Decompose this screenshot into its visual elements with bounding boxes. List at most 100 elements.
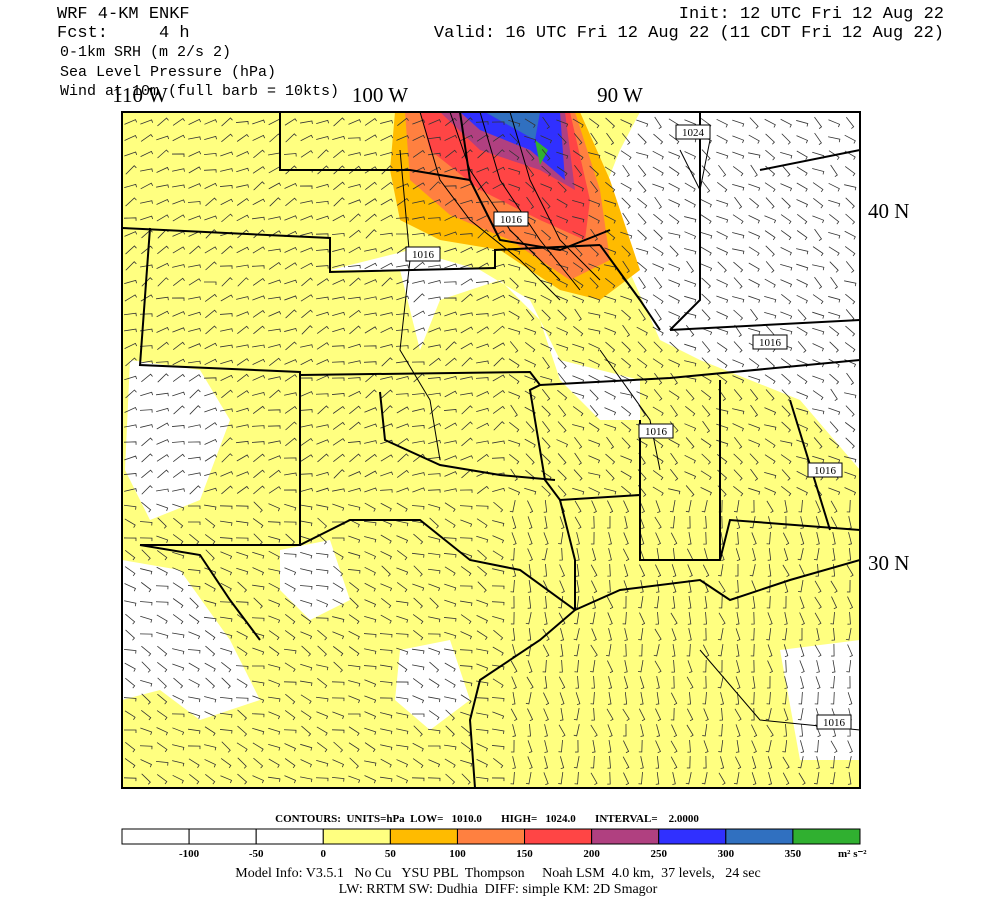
wind-barb [427, 633, 441, 638]
wind-barb [670, 740, 678, 754]
wind-barb [684, 360, 697, 367]
wind-barb [364, 296, 377, 300]
wind-barb [124, 119, 138, 125]
wind-barb [237, 725, 248, 737]
wind-barb [172, 488, 185, 492]
wind-barb [572, 262, 584, 273]
wind-barb [395, 681, 409, 686]
wind-barb [572, 231, 584, 240]
wind-barb [573, 325, 584, 337]
wind-barb [718, 612, 726, 626]
wind-barb [156, 214, 170, 222]
wind-barb [300, 262, 314, 270]
wind-barb [204, 504, 217, 510]
wind-barb [364, 470, 378, 478]
colorbar-swatch [389, 828, 458, 845]
wind-barb [300, 215, 314, 221]
wind-barb [526, 676, 534, 690]
wind-barb [700, 487, 712, 496]
wind-barb [508, 119, 521, 127]
wind-barb [252, 216, 265, 221]
wind-barb [220, 408, 233, 412]
wind-barb [732, 296, 745, 303]
wind-barb [573, 644, 580, 657]
wind-barb [828, 407, 841, 415]
wind-barb [574, 612, 580, 625]
wind-barb [542, 628, 550, 642]
wind-barb [639, 564, 646, 578]
wind-barb [845, 405, 855, 417]
wind-barb [653, 213, 664, 225]
wind-barb [716, 230, 728, 240]
wind-barb [671, 659, 675, 673]
wind-barb [396, 502, 408, 512]
wind-barb [475, 728, 489, 734]
wind-barb [189, 773, 200, 785]
wind-barb [284, 405, 297, 414]
wind-barb [348, 726, 360, 737]
wind-barb [492, 440, 505, 444]
wind-barb [316, 119, 329, 125]
wind-barb [268, 536, 281, 543]
wind-barb [652, 263, 665, 272]
wind-barb [316, 424, 329, 428]
wind-barb [829, 437, 840, 449]
wind-barb [300, 663, 313, 671]
wind-barb [445, 341, 457, 351]
wind-barb [459, 169, 473, 173]
wind-barb [684, 198, 696, 208]
wind-barb [812, 390, 824, 401]
wind-barb [141, 437, 153, 447]
wind-barb [445, 357, 457, 367]
wind-barb [141, 549, 151, 561]
wind-barb [508, 374, 520, 385]
wind-barb [284, 118, 298, 126]
wind-barb [750, 724, 758, 738]
wind-barb [735, 691, 740, 705]
wind-barb [364, 326, 378, 334]
wind-barb [684, 376, 697, 383]
wind-barb [251, 441, 265, 445]
wind-barb [459, 585, 473, 590]
wind-barb [671, 644, 676, 657]
wind-barb [700, 470, 712, 480]
wind-barb [139, 345, 153, 349]
wind-barb [331, 232, 345, 237]
wind-barb [525, 149, 535, 161]
wind-barb [333, 117, 345, 127]
wind-barb [205, 197, 217, 207]
wind-barb [380, 119, 393, 124]
wind-barb [781, 165, 791, 177]
wind-barb [492, 728, 505, 734]
wind-barb [444, 231, 458, 237]
wind-barb [620, 295, 633, 303]
wind-barb [671, 595, 676, 609]
wind-barb [735, 644, 740, 657]
wind-barb [782, 772, 790, 786]
wind-barb [576, 532, 580, 545]
wind-barb [796, 423, 809, 432]
wind-barb [333, 469, 345, 479]
wind-barb [748, 439, 761, 448]
wind-barb [444, 696, 457, 703]
wind-barb [540, 135, 553, 144]
wind-barb [253, 453, 265, 463]
wind-barb [797, 214, 808, 225]
wind-barb [316, 487, 330, 493]
wind-barb [670, 756, 678, 770]
wind-barb [622, 164, 630, 177]
wind-barb [828, 119, 841, 128]
wind-barb [684, 312, 697, 319]
wind-barb [347, 264, 361, 269]
contour-info: CONTOURS: UNITS=hPa LOW= 1010.0 HIGH= 10… [275, 813, 699, 825]
wind-barb [781, 389, 791, 401]
wind-barb [732, 135, 745, 144]
wind-barb [156, 439, 170, 445]
wind-barb [636, 374, 648, 385]
wind-barb [412, 200, 425, 204]
wind-barb [814, 132, 822, 145]
wind-barb [524, 295, 537, 303]
wind-barb [670, 372, 678, 385]
wind-barb [317, 677, 328, 689]
wind-barb [380, 134, 394, 141]
